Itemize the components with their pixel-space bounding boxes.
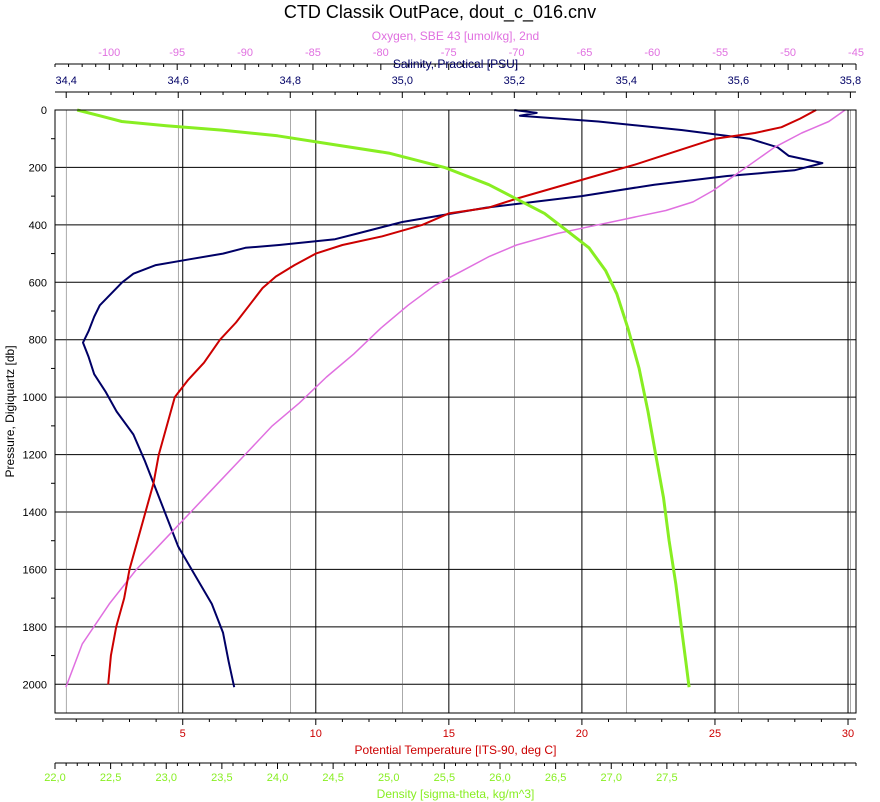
oxygen-tick-label: -100 bbox=[98, 47, 120, 59]
oxygen-axis-label: Oxygen, SBE 43 [umol/kg], 2nd bbox=[372, 29, 539, 43]
oxygen-tick-label: -65 bbox=[577, 47, 593, 59]
salinity-profile-line bbox=[82, 109, 824, 688]
temperature-profile-line bbox=[107, 109, 817, 685]
density-tick-label: 24,5 bbox=[322, 772, 343, 784]
temperature-tick-label: 30 bbox=[842, 728, 854, 740]
density-tick-label: 22,5 bbox=[100, 772, 121, 784]
oxygen-tick-label: -85 bbox=[305, 47, 321, 59]
density-tick-label: 27,0 bbox=[601, 772, 622, 784]
chart-title: CTD Classik OutPace, dout_c_016.cnv bbox=[284, 2, 596, 23]
salinity-tick-label: 34,4 bbox=[55, 75, 76, 87]
salinity-tick-label: 35,8 bbox=[840, 75, 861, 87]
oxygen-tick-label: -70 bbox=[509, 47, 525, 59]
y-tick-label: 200 bbox=[29, 162, 47, 174]
oxygen-tick-label: -90 bbox=[237, 47, 253, 59]
oxygen-axis: -100 -95 -90 -85 -80 -75 -70 -65 -60 -55 -50 -45 Oxy… bbox=[54, 29, 864, 70]
salinity-tick-label: 35,4 bbox=[616, 75, 637, 87]
temperature-tick-label: 15 bbox=[443, 728, 455, 740]
density-tick-label: 24,0 bbox=[267, 772, 288, 784]
y-tick-label: 400 bbox=[29, 220, 47, 232]
oxygen-tick-label: -75 bbox=[441, 47, 457, 59]
temperature-axis-label: Potential Temperature [ITS-90, deg C] bbox=[355, 743, 557, 757]
y-tick-label: 0 bbox=[41, 105, 47, 117]
density-tick-label: 25,0 bbox=[378, 772, 399, 784]
y-tick-label: 1200 bbox=[23, 450, 47, 462]
density-tick-label: 23,5 bbox=[211, 772, 232, 784]
temperature-tick-label: 10 bbox=[310, 728, 322, 740]
density-axis-label: Density [sigma-theta, kg/m^3] bbox=[377, 787, 535, 801]
salinity-axis-label: Salinity, Practical [PSU] bbox=[393, 57, 518, 71]
y-tick-label: 1800 bbox=[23, 622, 47, 634]
density-tick-label: 26,5 bbox=[545, 772, 566, 784]
oxygen-tick-label: -45 bbox=[848, 47, 864, 59]
oxygen-tick-label: -50 bbox=[780, 47, 796, 59]
temperature-tick-label: 5 bbox=[180, 728, 186, 740]
y-tick-label: 1000 bbox=[23, 392, 47, 404]
temperature-tick-label: 20 bbox=[576, 728, 588, 740]
density-tick-label: 23,0 bbox=[156, 772, 177, 784]
density-profile-line bbox=[76, 108, 691, 688]
density-tick-label: 26,0 bbox=[489, 772, 510, 784]
density-axis: 22,0 22,5 23,0 23,5 24,0 24,5 25,0 25,5 26,0 26,5… bbox=[44, 762, 857, 801]
temperature-axis: 5 10 15 20 25 30 Potential Temperature [ITS-90… bbox=[55, 718, 856, 757]
y-tick-label: 2000 bbox=[23, 679, 47, 691]
y-tick-label: 1600 bbox=[23, 564, 47, 576]
oxygen-tick-label: -55 bbox=[712, 47, 728, 59]
series-group bbox=[65, 108, 846, 688]
salinity-tick-label: 34,6 bbox=[168, 75, 189, 87]
density-tick-label: 25,5 bbox=[434, 772, 455, 784]
grid-lines bbox=[55, 109, 856, 713]
salinity-tick-label: 35,2 bbox=[504, 75, 525, 87]
salinity-tick-label: 34,8 bbox=[280, 75, 301, 87]
salinity-tick-label: 35,0 bbox=[392, 75, 413, 87]
oxygen-tick-label: -95 bbox=[169, 47, 185, 59]
density-tick-label: 22,0 bbox=[44, 772, 65, 784]
y-tick-label: 800 bbox=[29, 335, 47, 347]
y-tick-label: 1400 bbox=[23, 507, 47, 519]
oxygen-profile-line bbox=[65, 109, 846, 688]
x-axes: -100 -95 -90 -85 -80 -75 -70 -65 -60 -55 -50 -45 Oxy… bbox=[44, 29, 864, 801]
temperature-tick-label: 25 bbox=[709, 728, 721, 740]
salinity-tick-label: 35,6 bbox=[728, 75, 749, 87]
salinity-axis: 34,4 34,6 34,8 35,0 35,2 35,4 35,6 35,8 Salinity… bbox=[55, 57, 861, 98]
y-tick-label: 600 bbox=[29, 277, 47, 289]
oxygen-tick-label: -80 bbox=[373, 47, 389, 59]
oxygen-tick-label: -60 bbox=[644, 47, 660, 59]
density-tick-label: 27,5 bbox=[656, 772, 677, 784]
plot-area-frame bbox=[54, 109, 857, 714]
y-axis-label: Pressure, Digiquartz [db] bbox=[3, 345, 17, 477]
y-axis: 0 200 400 600 800 1000 1200 1400 1600 1800 2000 Pre… bbox=[3, 105, 55, 691]
